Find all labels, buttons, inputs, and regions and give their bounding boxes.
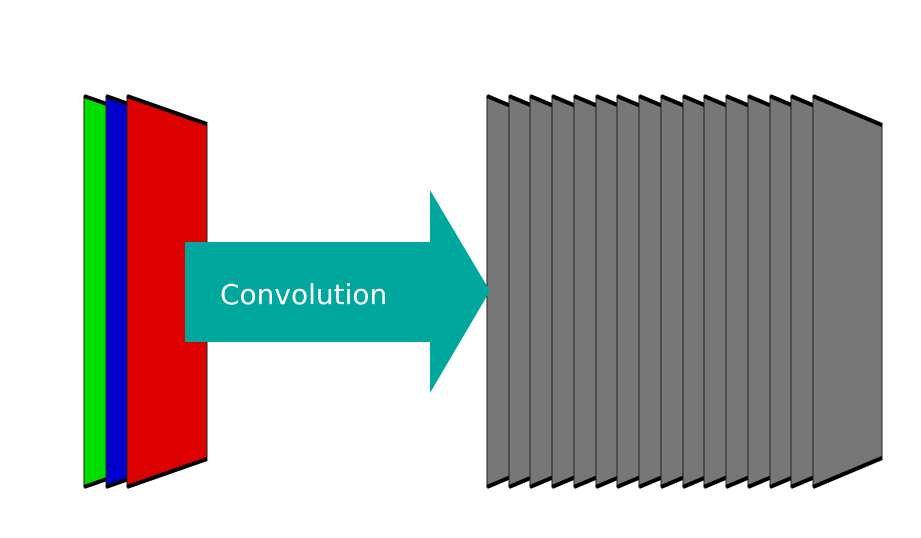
output-feature-maps: [486, 94, 883, 489]
feature-map-16-top-edge: [812, 94, 883, 127]
input-channel-red-top-edge: [126, 94, 208, 126]
input-channel-red: [126, 94, 208, 489]
input-channel-red-bottom-edge: [126, 457, 208, 489]
feature-map-16-face: [812, 95, 883, 488]
convolution-arrow: Convolution: [185, 190, 490, 393]
arrow-label: Convolution: [220, 278, 387, 311]
input-image-channels: [83, 94, 208, 489]
arrow-shape: [185, 190, 490, 393]
feature-map-16-bottom-edge: [812, 456, 883, 489]
feature-map-16: [812, 94, 883, 489]
